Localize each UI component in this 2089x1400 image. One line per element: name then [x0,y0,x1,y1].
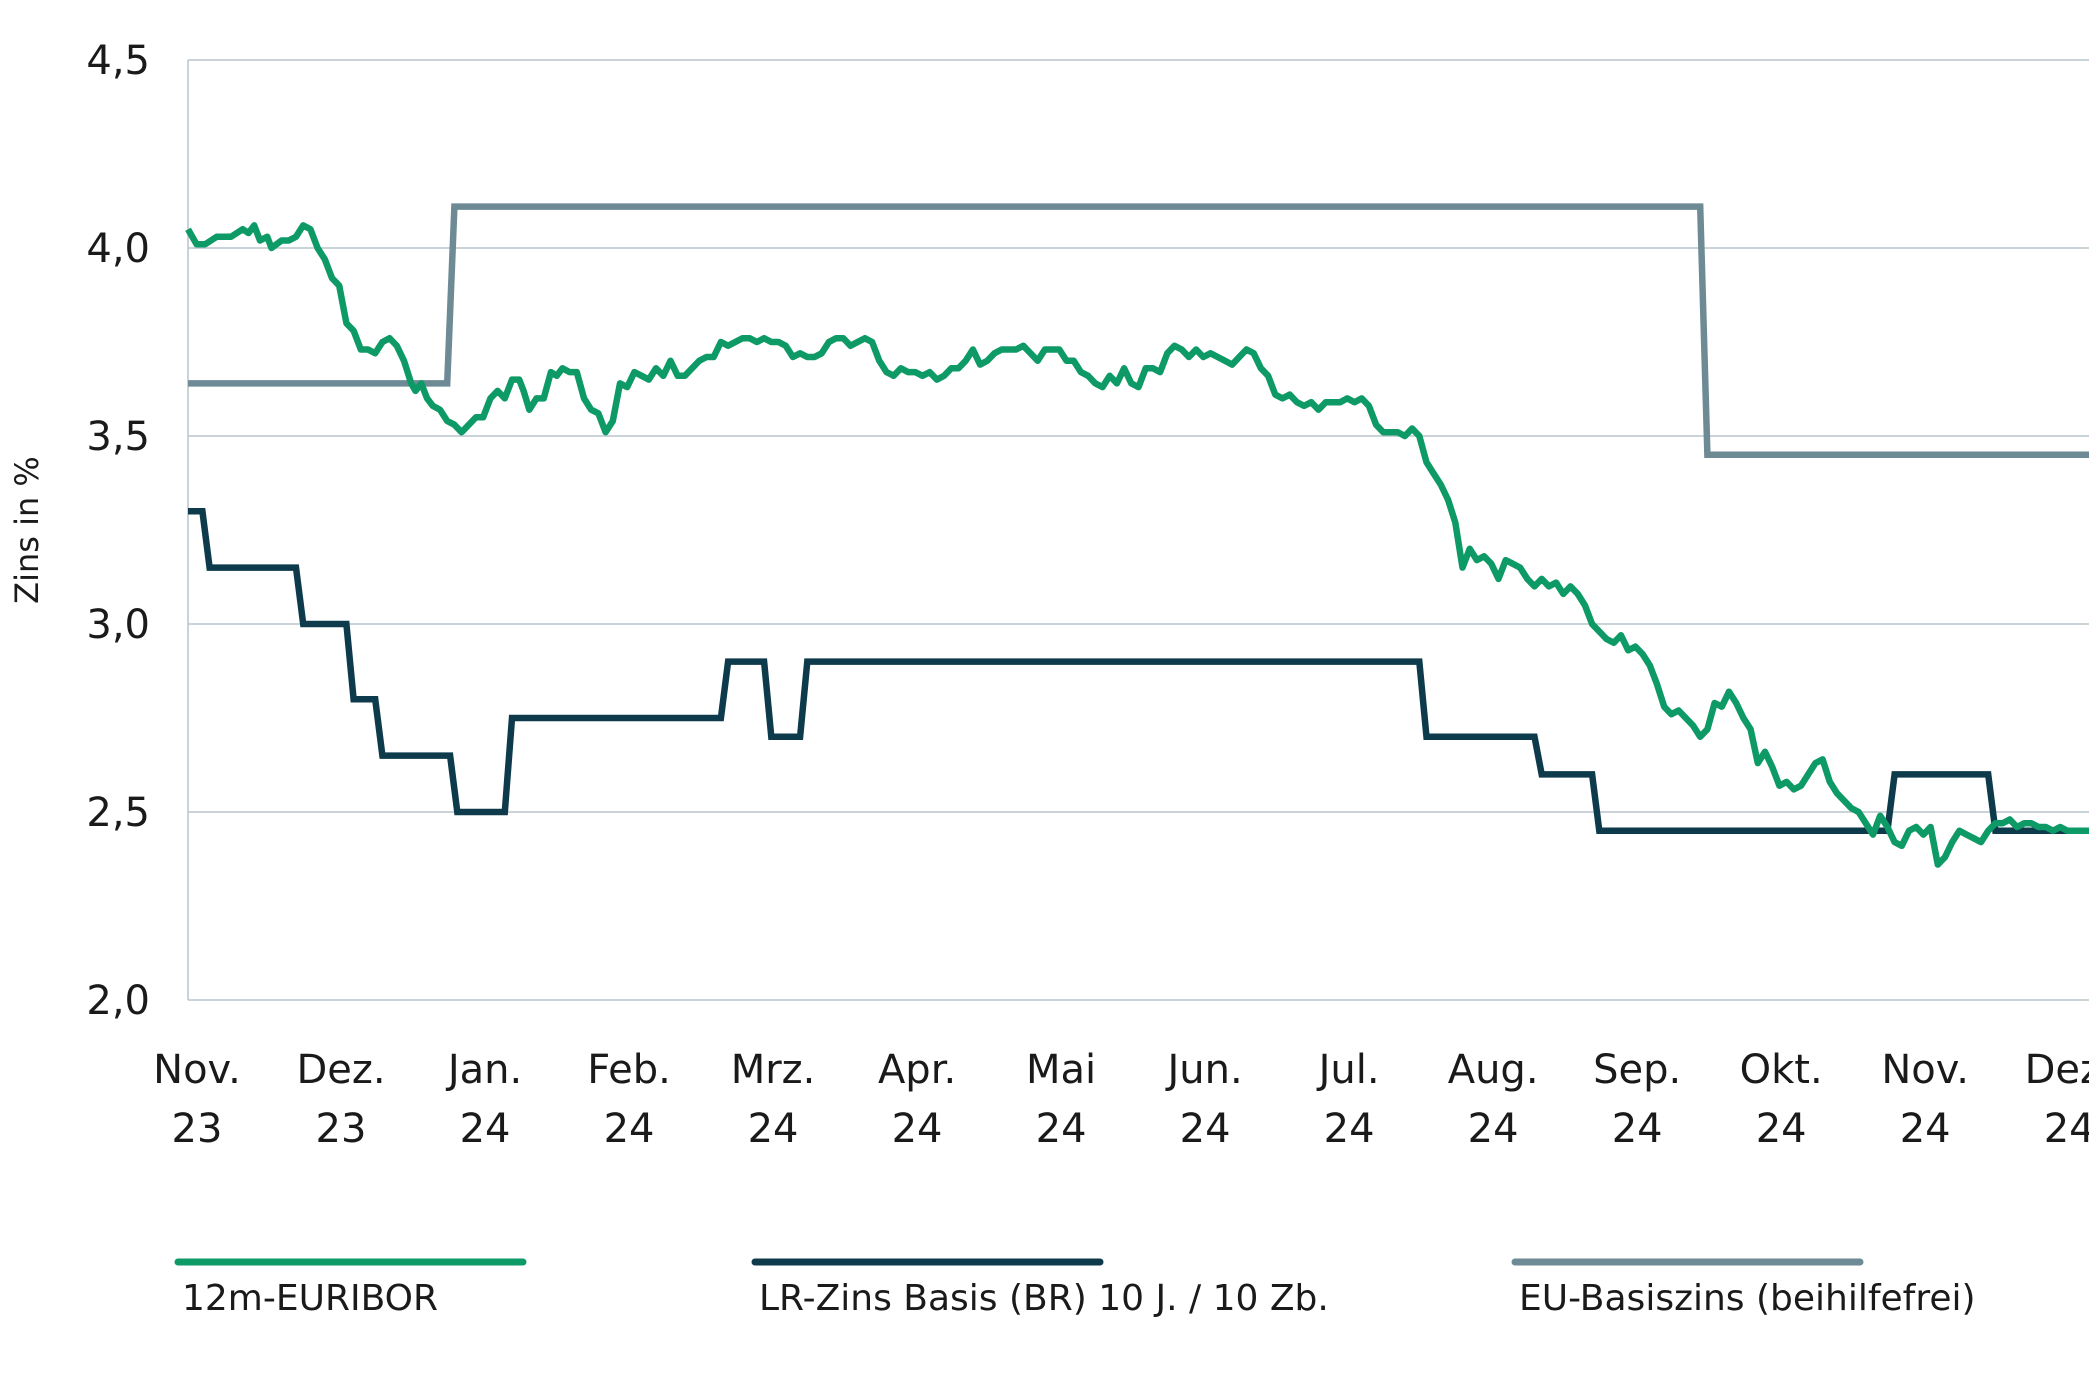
x-tick: Mrz. 24 [731,1047,816,1152]
x-tick: Apr. 24 [878,1047,956,1152]
y-tick-label: 3,0 [86,602,150,648]
x-tick-year: 24 [460,1106,511,1152]
x-tick-month: Jan. [445,1047,522,1093]
series-lines [185,203,2089,868]
x-tick-month: Mai [1026,1047,1096,1093]
x-tick-year: 24 [1468,1106,1519,1152]
legend-label: EU-Basiszins (beihilfefrei) [1519,1278,1976,1319]
series-line-2 [188,203,2089,459]
gridlines [188,59,2089,1001]
x-tick: Sep. 24 [1593,1047,1681,1152]
x-tick: Jun. 24 [1164,1047,1242,1152]
legend-label: LR-Zins Basis (BR) 10 J. / 10 Zb. [759,1278,1329,1319]
x-tick-year: 23 [172,1106,223,1152]
y-tick-label: 2,5 [86,790,150,836]
x-tick: Jan. 24 [445,1047,522,1152]
x-tick-month: Nov. [1881,1047,1969,1093]
x-tick: Nov. 24 [1881,1047,1969,1152]
x-tick-month: Jul. [1316,1047,1380,1093]
x-tick-year: 24 [1900,1106,1951,1152]
x-tick-month: Sep. [1593,1047,1681,1093]
x-tick-month: Jun. [1164,1047,1242,1093]
series-line-0 [185,222,2089,868]
x-tick: Okt. 24 [1740,1047,1823,1152]
x-tick-month: Okt. [1740,1047,1823,1093]
x-axis-ticks: Nov. 23 Dez. 23 Jan. 24 Feb. 24 Mrz. 24 Apr. 24 Mai 2… [153,1047,2089,1152]
x-tick: Dez. 24 [2025,1047,2089,1152]
x-tick: Aug. 24 [1448,1047,1539,1152]
x-tick: Dez. 23 [296,1047,385,1152]
x-tick: Mai 24 [1026,1047,1096,1152]
y-tick-label: 2,0 [86,978,150,1024]
x-tick-year: 23 [316,1106,367,1152]
y-tick-label: 3,5 [86,414,150,460]
x-tick-year: 24 [1612,1106,1663,1152]
x-tick-year: 24 [604,1106,655,1152]
y-tick-label: 4,5 [86,38,150,84]
legend-item: LR-Zins Basis (BR) 10 J. / 10 Zb. [751,1258,1329,1319]
x-tick-year: 24 [748,1106,799,1152]
x-tick: Nov. 23 [153,1047,241,1152]
x-tick: Jul. 24 [1316,1047,1380,1152]
legend: 12m-EURIBOR LR-Zins Basis (BR) 10 J. / 10… [174,1258,1976,1319]
x-tick-month: Apr. [878,1047,956,1093]
x-tick-year: 24 [1036,1106,1087,1152]
y-axis-ticks: 2,0 2,5 3,0 3,5 4,0 4,5 [86,38,150,1024]
legend-item: 12m-EURIBOR [174,1258,527,1319]
x-tick: Feb. 24 [587,1047,671,1152]
x-tick-year: 24 [1756,1106,1807,1152]
x-tick-month: Nov. [153,1047,241,1093]
legend-item: EU-Basiszins (beihilfefrei) [1511,1258,1976,1319]
x-tick-month: Feb. [587,1047,671,1093]
x-tick-month: Dez. [296,1047,385,1093]
legend-label: 12m-EURIBOR [182,1278,438,1319]
series-line-1 [188,507,2089,835]
x-tick-month: Aug. [1448,1047,1539,1093]
y-axis-label: Zins in % [8,456,46,604]
x-tick-year: 24 [892,1106,943,1152]
y-tick-label: 4,0 [86,226,150,272]
x-tick-month: Mrz. [731,1047,816,1093]
x-tick-year: 24 [2044,1106,2089,1152]
x-tick-year: 24 [1180,1106,1231,1152]
x-tick-month: Dez. [2025,1047,2089,1093]
x-tick-year: 24 [1324,1106,1375,1152]
